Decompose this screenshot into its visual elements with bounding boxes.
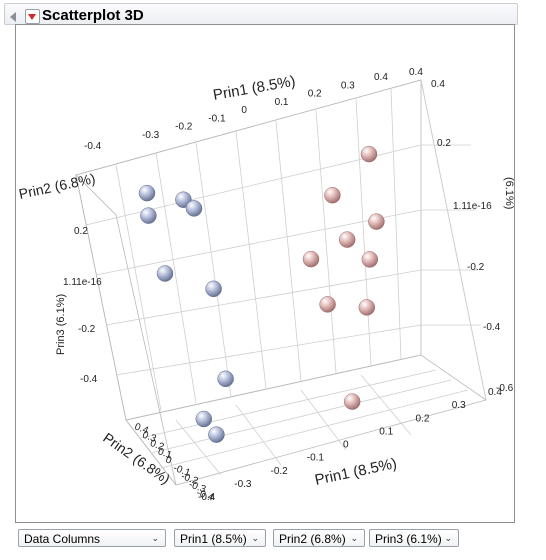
prin1-top-tick: -0.2 xyxy=(175,122,193,133)
floor-grid xyxy=(140,369,469,476)
right-tick: -0.2 xyxy=(467,262,485,273)
data-point-blue[interactable] xyxy=(195,410,213,428)
prin3-right-axis-label: (6.1%) xyxy=(503,177,514,209)
data-point-pink[interactable] xyxy=(358,299,376,316)
scatterplot-3d-frame[interactable]: Prin1 (8.5%) Prin1 (8.5%) Prin2 (6.8%) P… xyxy=(15,24,515,523)
data-point-pink[interactable] xyxy=(368,213,385,230)
prin1-top-tick: -0.3 xyxy=(142,130,160,141)
prin1-top-ticks: -0.3 -0.2 -0.1 0 0.1 0.2 0.3 0.4 xyxy=(142,72,388,141)
prin1-bottom-tick: 0.1 xyxy=(379,426,393,437)
scatterplot-3d-canvas[interactable]: Prin1 (8.5%) Prin1 (8.5%) Prin2 (6.8%) P… xyxy=(16,25,514,522)
chevron-down-icon: ⌄ xyxy=(251,533,259,543)
prin2-bottom-tick: 0 xyxy=(164,454,173,466)
report-title-bar: Scatterplot 3D xyxy=(4,3,518,25)
report-title: Scatterplot 3D xyxy=(42,7,144,24)
right-top-tick: 0.4 xyxy=(409,67,423,78)
right-tick: 1.11e-16 xyxy=(453,201,492,212)
prin2-bottom-tick: 0.4 xyxy=(133,421,150,436)
data-point-pink[interactable] xyxy=(361,251,379,268)
prin3-left-tick: -0.2 xyxy=(78,324,96,335)
data-point-pink[interactable] xyxy=(343,393,361,410)
red-triangle-menu-icon[interactable] xyxy=(25,9,40,24)
prin1-bottom-tick: -0.4 xyxy=(198,492,216,503)
prin1-bottom-tick: -0.1 xyxy=(307,453,325,464)
prin1-bottom-axis-label: Prin1 (8.5%) xyxy=(313,455,398,489)
data-point-blue[interactable] xyxy=(217,370,234,388)
prin1-bottom-tick: 0.2 xyxy=(416,413,430,424)
back-wall-grid xyxy=(85,88,422,412)
prin1-top-tick: 0 xyxy=(241,105,247,116)
y-axis-dropdown[interactable]: Prin2 (6.8%) ⌄ xyxy=(273,529,365,547)
prin1-top-tick: 0.1 xyxy=(275,97,289,108)
z-axis-dropdown[interactable]: Prin3 (6.1%) ⌄ xyxy=(369,529,459,547)
chevron-down-icon: ⌄ xyxy=(444,533,452,543)
data-point-pink[interactable] xyxy=(302,250,320,268)
prin1-bottom-tick: 0.3 xyxy=(452,400,466,411)
prin1-top-tick: 0.4 xyxy=(374,72,388,83)
prin2-bottom-tick: 0.3 xyxy=(141,430,158,445)
prin1-bottom-ticks: -0.4 -0.3 -0.2 -0.1 0 0.1 0.2 0.3 0.4 xyxy=(198,387,502,503)
chevron-down-icon: ⌄ xyxy=(350,533,358,543)
prin2-left-axis-label: Prin2 (6.8%) xyxy=(17,170,96,202)
right-tick: 0.4 xyxy=(431,79,445,90)
data-point-blue[interactable] xyxy=(138,184,156,202)
prin1-bottom-tick: 0.4 xyxy=(488,387,502,398)
right-wall-grid xyxy=(420,79,487,401)
data-point-blue[interactable] xyxy=(205,280,222,298)
data-point-pink[interactable] xyxy=(319,296,336,313)
data-point-blue[interactable] xyxy=(208,426,225,443)
prin3-left-tick: 1.11e-16 xyxy=(63,277,102,288)
prin1-top-tick: 0.3 xyxy=(341,80,355,91)
prin1-top-tick: -0.1 xyxy=(208,113,226,124)
right-tick: 0.2 xyxy=(437,138,451,149)
data-point-pink[interactable] xyxy=(338,231,356,248)
data-columns-value: Data Columns xyxy=(24,532,101,546)
data-columns-dropdown[interactable]: Data Columns ⌄ xyxy=(18,529,166,547)
prin2-top-tick-left: -0.4 xyxy=(84,141,102,152)
z-axis-value: Prin3 (6.1%) xyxy=(375,532,442,546)
y-axis-value: Prin2 (6.8%) xyxy=(279,532,346,546)
data-point-blue[interactable] xyxy=(185,200,203,217)
x-axis-value: Prin1 (8.5%) xyxy=(180,532,247,546)
prin3-left-ticks: 0.2 1.11e-16 -0.2 -0.4 xyxy=(63,226,102,385)
prin3-left-tick: -0.4 xyxy=(80,374,98,385)
prin3-left-tick: 0.2 xyxy=(74,226,88,237)
prin1-top-tick: 0.2 xyxy=(308,89,322,100)
data-point-blue[interactable] xyxy=(140,207,157,224)
prin2-bottom-tick: 0.2 xyxy=(148,438,165,453)
right-tick: -0.6 xyxy=(496,383,514,394)
data-point-pink[interactable] xyxy=(360,145,378,163)
x-axis-dropdown[interactable]: Prin1 (8.5%) ⌄ xyxy=(174,529,266,547)
prin2-bottom-tick: 0.1 xyxy=(156,446,173,461)
data-points xyxy=(138,145,385,443)
prin1-bottom-tick: 0 xyxy=(343,440,349,451)
data-point-blue[interactable] xyxy=(156,265,174,282)
right-ticks: 0.4 0.2 1.11e-16 -0.2 -0.4 -0.6 xyxy=(431,79,514,394)
chevron-down-icon: ⌄ xyxy=(151,533,159,543)
data-point-pink[interactable] xyxy=(324,186,341,204)
prin1-bottom-tick: -0.2 xyxy=(271,466,289,477)
collapse-triangle-icon[interactable] xyxy=(10,12,16,22)
prin3-left-axis-label: Prin3 (6.1%) xyxy=(55,294,67,355)
prin1-bottom-tick: -0.3 xyxy=(234,479,252,490)
right-tick: -0.4 xyxy=(483,322,501,333)
